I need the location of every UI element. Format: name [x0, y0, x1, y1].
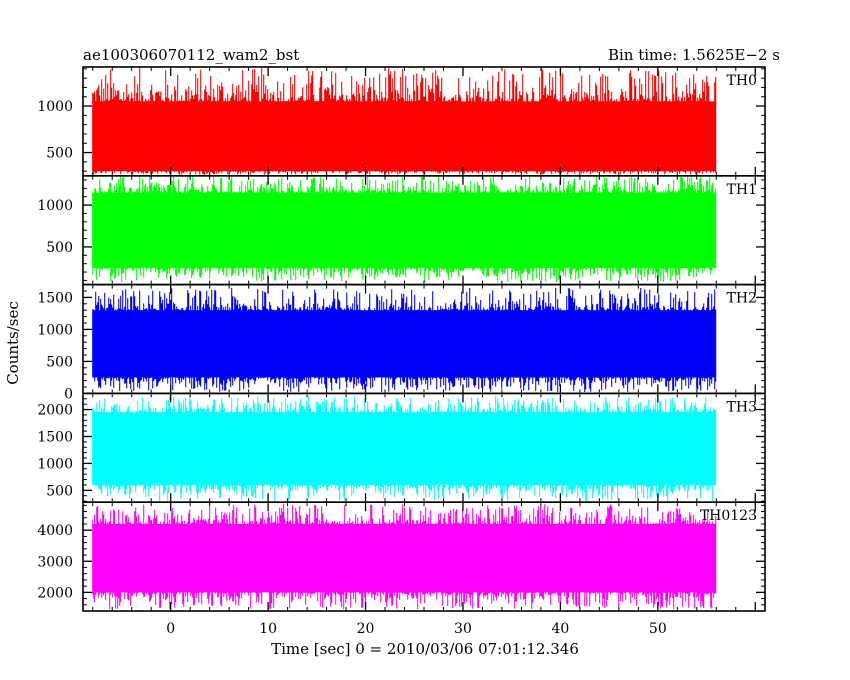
- ytick-label: 1000: [37, 99, 73, 115]
- series-th1: [92, 175, 717, 283]
- series-th0: [92, 67, 717, 175]
- ytick-label: 500: [46, 354, 73, 370]
- ytick-label: 500: [46, 240, 73, 256]
- ytick-label: 2000: [37, 403, 73, 419]
- ytick-label: 500: [46, 146, 73, 162]
- ytick-label: 2000: [37, 585, 73, 601]
- series-th0123: [92, 504, 717, 610]
- xtick-label: 10: [259, 621, 277, 637]
- panel-label-th1: TH1: [727, 182, 757, 198]
- series-th3: [92, 396, 717, 502]
- ytick-label: 1500: [37, 290, 73, 306]
- xtick-label: 20: [357, 621, 375, 637]
- ytick-label: 1000: [37, 456, 73, 472]
- panel-label-th0123: TH0123: [700, 508, 757, 524]
- ytick-label: 0: [64, 386, 73, 402]
- chart-title-left: ae100306070112_wam2_bst: [83, 46, 299, 64]
- ytick-label: 500: [46, 483, 73, 499]
- panel-label-th0: TH0: [727, 73, 757, 89]
- ytick-label: 1000: [37, 198, 73, 214]
- y-axis-label: Counts/sec: [4, 301, 22, 385]
- panel-label-th2: TH2: [727, 291, 757, 307]
- xtick-label: 30: [454, 621, 472, 637]
- ytick-label: 1000: [37, 322, 73, 338]
- xtick-label: 0: [166, 621, 175, 637]
- panel-label-th3: TH3: [727, 399, 757, 415]
- ytick-label: 3000: [37, 554, 73, 570]
- ytick-label: 1500: [37, 429, 73, 445]
- x-axis-label: Time [sec] 0 = 2010/03/06 07:01:12.346: [271, 640, 579, 658]
- ytick-label: 4000: [37, 523, 73, 539]
- chart-title-right: Bin time: 1.5625E−2 s: [608, 46, 780, 64]
- xtick-label: 50: [649, 621, 667, 637]
- series-th2: [92, 287, 717, 392]
- xtick-label: 40: [551, 621, 569, 637]
